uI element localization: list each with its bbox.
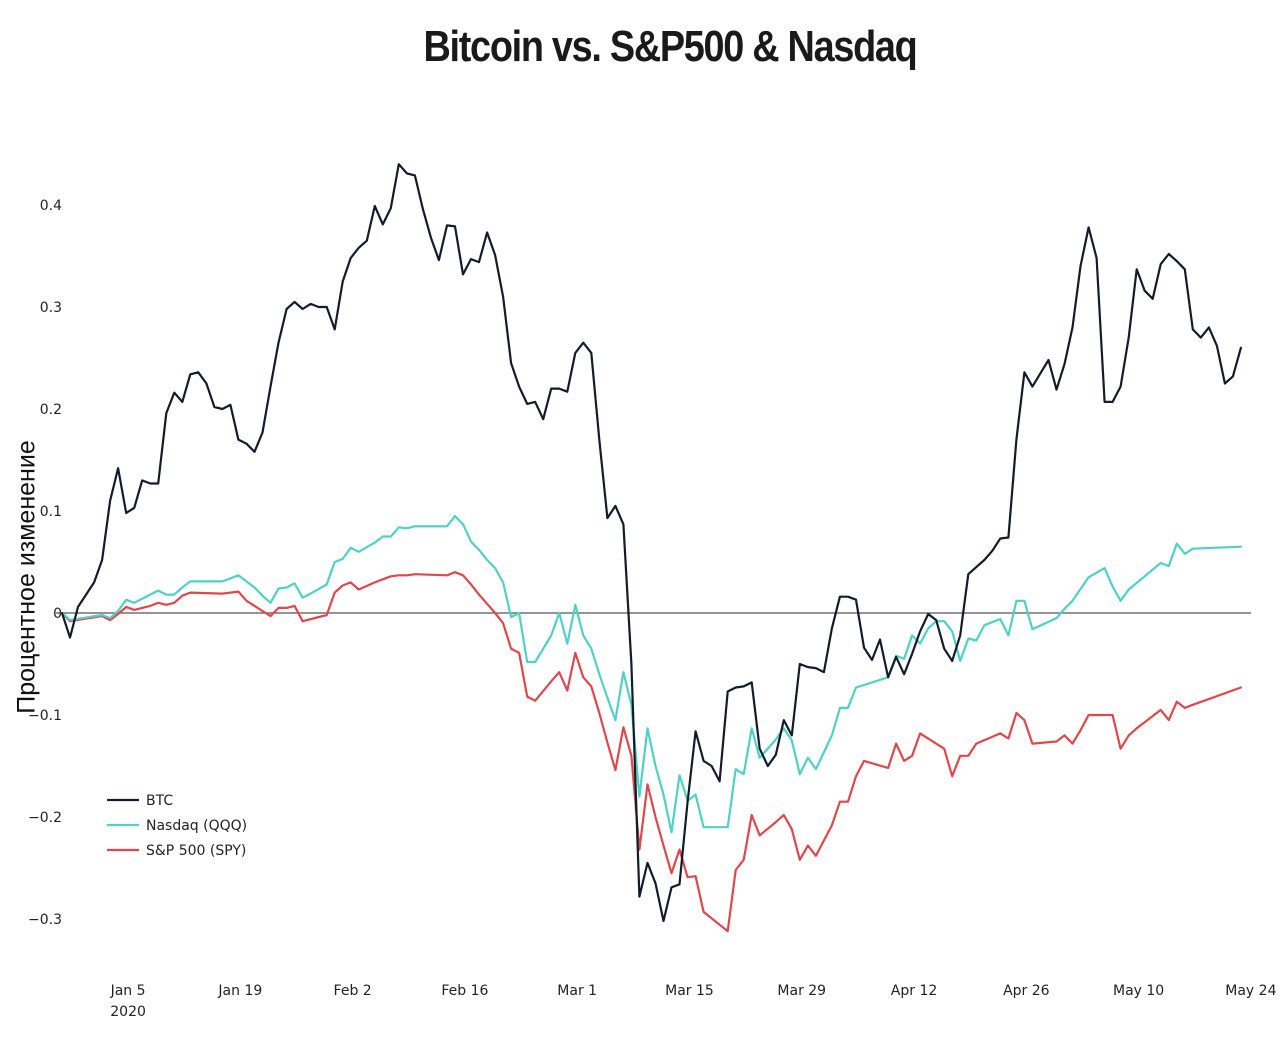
- x-axis-ticks: Jan 5 Jan 19 Feb 2 Feb 16 Mar 1 Mar 15 Mar 29 A…: [110, 983, 1277, 1020]
- x-tick-label: Feb 16: [441, 983, 488, 999]
- y-tick-label: −0.2: [28, 810, 62, 826]
- y-tick-label: 0: [53, 606, 62, 622]
- chart-title: Bitcoin vs. S&P500 & Nasdaq: [423, 22, 917, 71]
- x-tick-label: Apr 12: [891, 983, 937, 999]
- y-tick-label: 0.2: [40, 402, 62, 418]
- x-tick-label: May 24: [1225, 983, 1276, 999]
- x-tick-label: Jan 5: [110, 983, 146, 999]
- series-line-nasdaq-qqq: [60, 514, 1243, 834]
- legend-label: BTC: [146, 793, 173, 809]
- x-tick-label: Mar 29: [777, 983, 826, 999]
- series-lines: [60, 163, 1243, 933]
- legend: BTC Nasdaq (QQQ) S&P 500 (SPY): [107, 793, 247, 859]
- x-tick-label: Jan 19: [217, 983, 262, 999]
- y-tick-label: −0.3: [28, 912, 62, 928]
- y-axis-ticks: −0.3 −0.2 −0.1 0 0.1 0.2 0.3 0.4: [28, 198, 62, 928]
- legend-item: BTC: [107, 793, 173, 809]
- y-tick-label: 0.4: [40, 198, 62, 214]
- x-tick-label: Mar 1: [557, 983, 597, 999]
- series-line-btc: [60, 163, 1243, 923]
- legend-label: S&P 500 (SPY): [146, 843, 246, 859]
- y-tick-label: 0.1: [40, 504, 62, 520]
- legend-item: S&P 500 (SPY): [107, 843, 246, 859]
- x-tick-label: May 10: [1113, 983, 1164, 999]
- x-tick-year-label: 2020: [110, 1004, 146, 1020]
- y-tick-label: 0.3: [40, 300, 62, 316]
- x-tick-label: Mar 15: [665, 983, 714, 999]
- legend-item: Nasdaq (QQQ): [107, 818, 247, 834]
- y-tick-label: −0.1: [28, 708, 62, 724]
- legend-label: Nasdaq (QQQ): [146, 818, 247, 834]
- series-line-s-p-500-spy: [60, 571, 1243, 933]
- x-tick-label: Apr 26: [1003, 983, 1050, 999]
- x-tick-label: Feb 2: [334, 983, 372, 999]
